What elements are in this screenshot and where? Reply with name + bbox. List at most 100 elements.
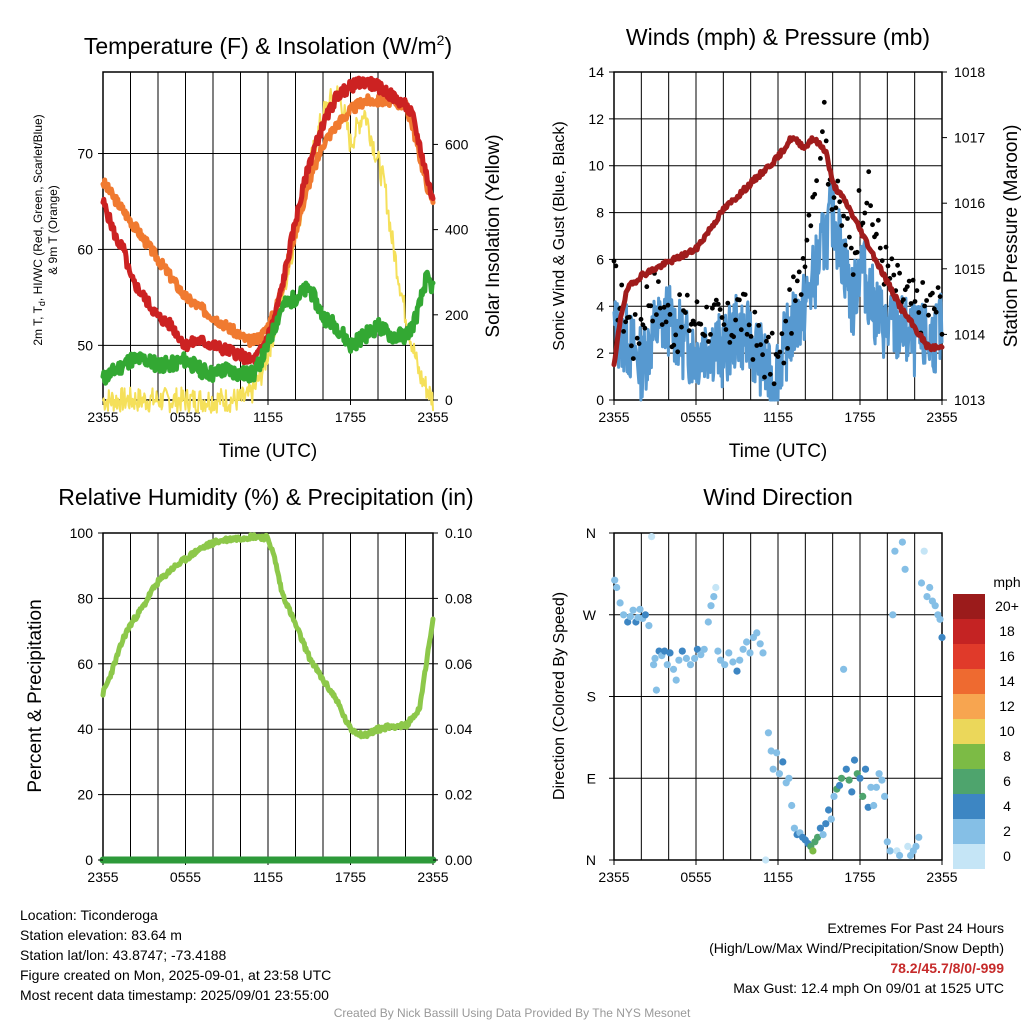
direction-point (704, 618, 712, 626)
direction-point (878, 776, 886, 784)
chart-title: Winds (mph) & Pressure (mb) (626, 24, 930, 50)
direction-point (686, 661, 695, 669)
direction-point (739, 645, 747, 653)
series-station-pressure (611, 135, 945, 368)
gust-point (634, 335, 640, 341)
gust-point (914, 288, 920, 293)
gust-point (879, 258, 885, 264)
direction-point (710, 593, 718, 601)
gust-point (715, 301, 721, 307)
gust-point (694, 299, 700, 305)
gust-point (721, 322, 727, 327)
gust-point (877, 245, 883, 251)
direction-point (759, 649, 767, 657)
direction-point (636, 605, 644, 613)
direction-point (915, 833, 923, 841)
gust-point (638, 316, 644, 322)
gust-point (738, 327, 744, 333)
direction-point (904, 842, 912, 851)
y2-tick-label: 200 (445, 307, 469, 323)
figure-created: Figure created on Mon, 2025-09-01, at 23… (20, 967, 332, 983)
gust-point (912, 299, 918, 304)
x-tick-label: 1155 (763, 409, 793, 425)
gust-point (812, 191, 818, 197)
direction-point (753, 629, 761, 637)
gust-point (667, 312, 673, 317)
x-tick-label: 1155 (253, 409, 283, 425)
direction-point (663, 661, 671, 669)
x-tick-label: 1755 (844, 409, 875, 425)
y2-tick-label: 1017 (954, 130, 985, 146)
direction-point (886, 847, 894, 855)
direction-point (936, 615, 944, 623)
direction-point (850, 756, 859, 764)
legend-swatch (953, 719, 985, 744)
legend-swatch (953, 744, 985, 769)
direction-point (816, 824, 825, 832)
gust-point (769, 330, 775, 336)
series-9m-temperature (100, 93, 436, 348)
direction-point (923, 593, 931, 601)
gust-point (756, 323, 762, 328)
gust-point (719, 315, 725, 320)
gust-point (906, 278, 912, 284)
gust-point (814, 178, 819, 184)
direction-point (920, 547, 928, 555)
gust-point (818, 156, 823, 161)
direction-point (700, 645, 708, 653)
y-tick-label: 60 (77, 241, 93, 257)
direction-point (889, 611, 897, 619)
direction-point (669, 665, 678, 673)
gust-point (862, 210, 868, 216)
direction-point (840, 665, 848, 673)
gust-point (684, 292, 690, 298)
gust-point (632, 312, 638, 317)
direction-point (809, 847, 817, 855)
gust-point (870, 222, 875, 228)
y-tick-label: 60 (77, 656, 93, 672)
y-tick-label: 6 (596, 251, 604, 267)
direction-point (743, 638, 751, 646)
gust-point (793, 298, 798, 304)
direction-point (859, 792, 867, 801)
gust-point (781, 360, 787, 366)
station-location: Location: Ticonderoga (20, 907, 158, 923)
legend-label: 14 (999, 673, 1015, 689)
gust-point (744, 331, 750, 337)
legend-label: 0 (1003, 848, 1011, 864)
gust-point (656, 279, 661, 284)
y2-tick-label: 1013 (954, 392, 985, 408)
legend-label: 20+ (995, 598, 1019, 614)
gust-point (789, 331, 794, 336)
gust-point (883, 244, 889, 250)
direction-point (896, 851, 904, 860)
direction-point (769, 765, 777, 773)
credit-line: Created By Nick Bassill Using Data Provi… (333, 1006, 691, 1020)
direction-point (872, 783, 881, 791)
direction-point (861, 765, 870, 773)
gust-point (686, 328, 692, 334)
y-tick-label: N (586, 525, 596, 541)
direction-point (714, 647, 722, 655)
direction-point (825, 806, 833, 814)
y2-axis-label: Station Pressure (Maroon) (1001, 125, 1022, 348)
gust-point (897, 270, 902, 276)
gust-point (710, 305, 715, 311)
station-latlon: Station lat/lon: 43.8747; -73.4188 (20, 947, 227, 963)
extremes-title: Extremes For Past 24 Hours (827, 920, 1004, 936)
gust-point (777, 349, 783, 355)
gust-point (708, 332, 713, 337)
legend-swatch (953, 844, 985, 869)
x-tick-label: 1755 (335, 409, 366, 425)
direction-point (773, 749, 781, 757)
gust-point (875, 217, 881, 223)
y2-axis-label: Solar Insolation (Yellow) (483, 134, 504, 337)
gust-point (910, 277, 916, 283)
gust-point (833, 205, 839, 211)
gust-point (717, 307, 723, 312)
gust-point (916, 310, 922, 315)
gust-point (837, 199, 843, 205)
y-tick-label: 70 (77, 146, 93, 162)
gust-point (831, 195, 837, 201)
gust-point (829, 207, 835, 212)
